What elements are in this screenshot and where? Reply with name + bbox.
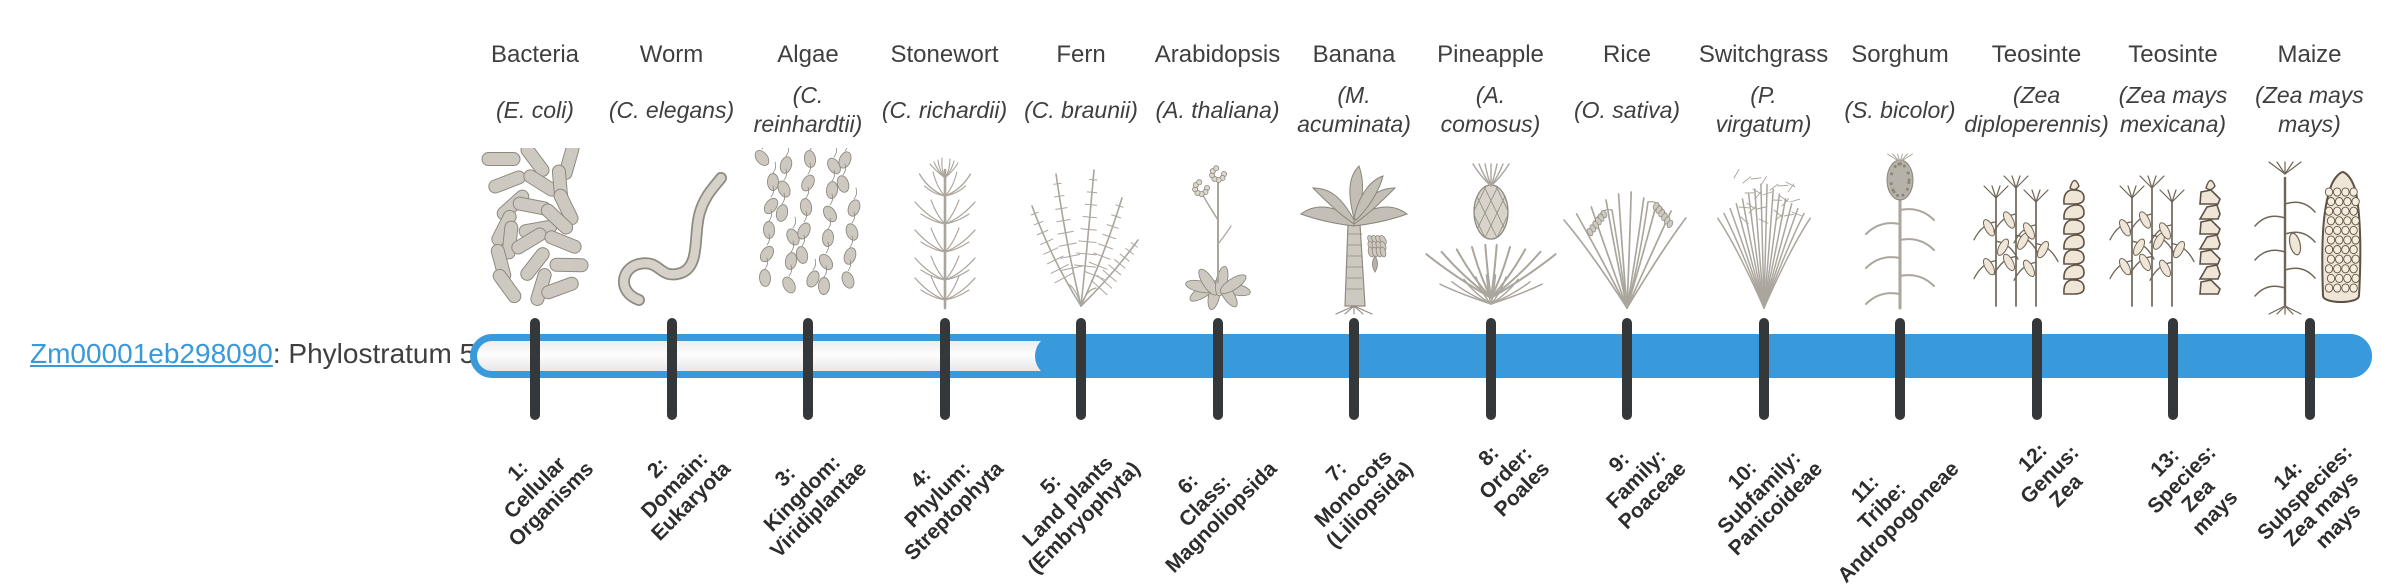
organism-common-name: Banana xyxy=(1312,41,1396,68)
phylostratum-label-1: 1: Cellular Organisms xyxy=(499,452,599,552)
bacteria-icon xyxy=(460,148,610,316)
teosinte-mexicana-icon xyxy=(2098,148,2248,316)
tick-mark-stratum-6 xyxy=(1212,318,1223,420)
banana-icon xyxy=(1279,148,1429,316)
phylostratum-label-8: 8: Order: Poales xyxy=(1473,441,1555,522)
organism-column: Fern (C. braunii) xyxy=(1006,38,1156,142)
organism-column: Rice (O. sativa) xyxy=(1552,38,1702,142)
organism-common-name: Algae xyxy=(777,41,839,68)
phylostratum-label-4: 4: Phylum: Streptophyta xyxy=(900,457,1009,566)
tick-mark-stratum-13 xyxy=(2168,318,2178,420)
phylostratum-label-13: 13: Species: Zea mays xyxy=(2142,440,2242,540)
fern-icon xyxy=(1006,148,1156,316)
organism-scientific-name: (C. elegans) xyxy=(608,96,735,123)
rice-icon xyxy=(1552,148,1702,316)
phylostratum-label-3: 3: Kingdom: Viridiplantae xyxy=(759,450,872,563)
organism-column: Banana (M. acuminata) xyxy=(1279,38,1429,142)
timeline-filled-segment xyxy=(1035,334,2372,378)
organism-column: Stonewort (C. richardii) xyxy=(870,38,1020,142)
tick-mark-stratum-5 xyxy=(1076,318,1086,420)
worm-icon xyxy=(597,148,747,316)
arabidopsis-icon xyxy=(1143,148,1293,316)
organism-common-name: Worm xyxy=(639,41,704,68)
organism-common-name: Stonewort xyxy=(890,41,999,68)
organism-scientific-name: (O. sativa) xyxy=(1573,96,1681,123)
phylostratum-label-5: 5: Land plants (Embryophyta) xyxy=(1017,451,1145,579)
phylostratum-label-7: 7: Monocots (Liliopsida) xyxy=(1309,445,1418,553)
organism-common-name: Rice xyxy=(1602,41,1651,68)
switchgrass-icon xyxy=(1689,148,1839,316)
organism-scientific-name: (A. comosus) xyxy=(1440,82,1541,137)
phylostratum-label-9: 9: Family: Poaceae xyxy=(1601,444,1691,534)
organism-common-name: Teosinte xyxy=(2128,41,2218,68)
tick-mark-stratum-11 xyxy=(1895,318,1905,420)
organism-scientific-name: (Zea mays mays) xyxy=(2255,82,2364,137)
phylostratum-label-6: 6: Class: Magnoliopsida xyxy=(1160,457,1282,578)
tick-mark-stratum-9 xyxy=(1622,318,1632,420)
organism-common-name: Teosinte xyxy=(1991,41,2082,68)
organism-column: Arabidopsis (A. thaliana) xyxy=(1143,38,1293,142)
organism-common-name: Sorghum xyxy=(1851,41,1949,68)
organism-scientific-name: (Zea mays mexicana) xyxy=(2118,82,2228,137)
tick-mark-stratum-3 xyxy=(803,318,813,420)
organism-column: Teosinte (Zea diploperennis) xyxy=(1962,38,2112,142)
phylostratum-label-2: 2: Domain: Eukaryota xyxy=(636,446,736,546)
sorghum-icon xyxy=(1825,148,1975,316)
phylostratum-label-12: 12: Genus: Zea xyxy=(2014,438,2088,512)
tick-mark-stratum-4 xyxy=(939,318,950,420)
phylostratum-label-14: 14: Subspecies: Zea mays mays xyxy=(2252,440,2365,553)
organism-common-name: Maize xyxy=(2277,41,2342,68)
gene-id-link[interactable]: Zm00001eb298090 xyxy=(30,338,273,369)
tick-mark-stratum-10 xyxy=(1758,318,1769,420)
gene-label: Zm00001eb298090: Phylostratum 5 xyxy=(30,338,475,370)
organism-common-name: Switchgrass xyxy=(1698,41,1829,68)
organism-scientific-name: (S. bicolor) xyxy=(1844,96,1956,123)
tick-mark-stratum-2 xyxy=(666,318,677,420)
organism-scientific-name: (C. reinhardtii) xyxy=(753,82,863,137)
organism-column: Bacteria (E. coli) xyxy=(460,38,610,142)
organism-common-name: Fern xyxy=(1056,41,1106,68)
organism-scientific-name: (A. thaliana) xyxy=(1155,96,1280,123)
stonewort-icon xyxy=(870,148,1020,316)
organism-column: Pineapple (A. comosus) xyxy=(1416,38,1566,142)
organism-column: Algae (C. reinhardtii) xyxy=(733,38,883,142)
organism-scientific-name: (P. virgatum) xyxy=(1715,82,1812,137)
organism-column: Teosinte (Zea mays mexicana) xyxy=(2098,38,2248,142)
organism-column: Switchgrass (P. virgatum) xyxy=(1689,38,1839,142)
organism-common-name: Pineapple xyxy=(1437,41,1544,68)
organism-scientific-name: (E. coli) xyxy=(496,96,574,123)
tick-mark-stratum-1 xyxy=(530,318,540,420)
phylostratum-label-11: 11: Tribe: Andropogoneae xyxy=(1833,457,1964,588)
tick-mark-stratum-12 xyxy=(2031,318,2042,420)
organism-column: Worm (C. elegans) xyxy=(597,38,747,142)
organism-scientific-name: (C. richardii) xyxy=(881,96,1008,123)
organism-common-name: Bacteria xyxy=(490,41,580,68)
tick-mark-stratum-14 xyxy=(2304,318,2315,420)
organism-scientific-name: (M. acuminata) xyxy=(1297,82,1411,137)
organism-column: Maize (Zea mays mays) xyxy=(2235,38,2385,142)
organism-column: Sorghum (S. bicolor) xyxy=(1825,38,1975,142)
organism-scientific-name: (C. braunii) xyxy=(1024,96,1138,123)
tick-mark-stratum-7 xyxy=(1349,318,1359,420)
teosinte-diploperennis-icon xyxy=(1962,148,2112,316)
pineapple-icon xyxy=(1416,148,1566,316)
maize-icon xyxy=(2235,148,2385,316)
tick-mark-stratum-8 xyxy=(1485,318,1496,420)
organism-common-name: Arabidopsis xyxy=(1154,41,1281,68)
phylostratum-text: : Phylostratum 5 xyxy=(272,338,476,369)
algae-icon xyxy=(733,148,883,316)
organism-scientific-name: (Zea diploperennis) xyxy=(1964,82,2109,137)
